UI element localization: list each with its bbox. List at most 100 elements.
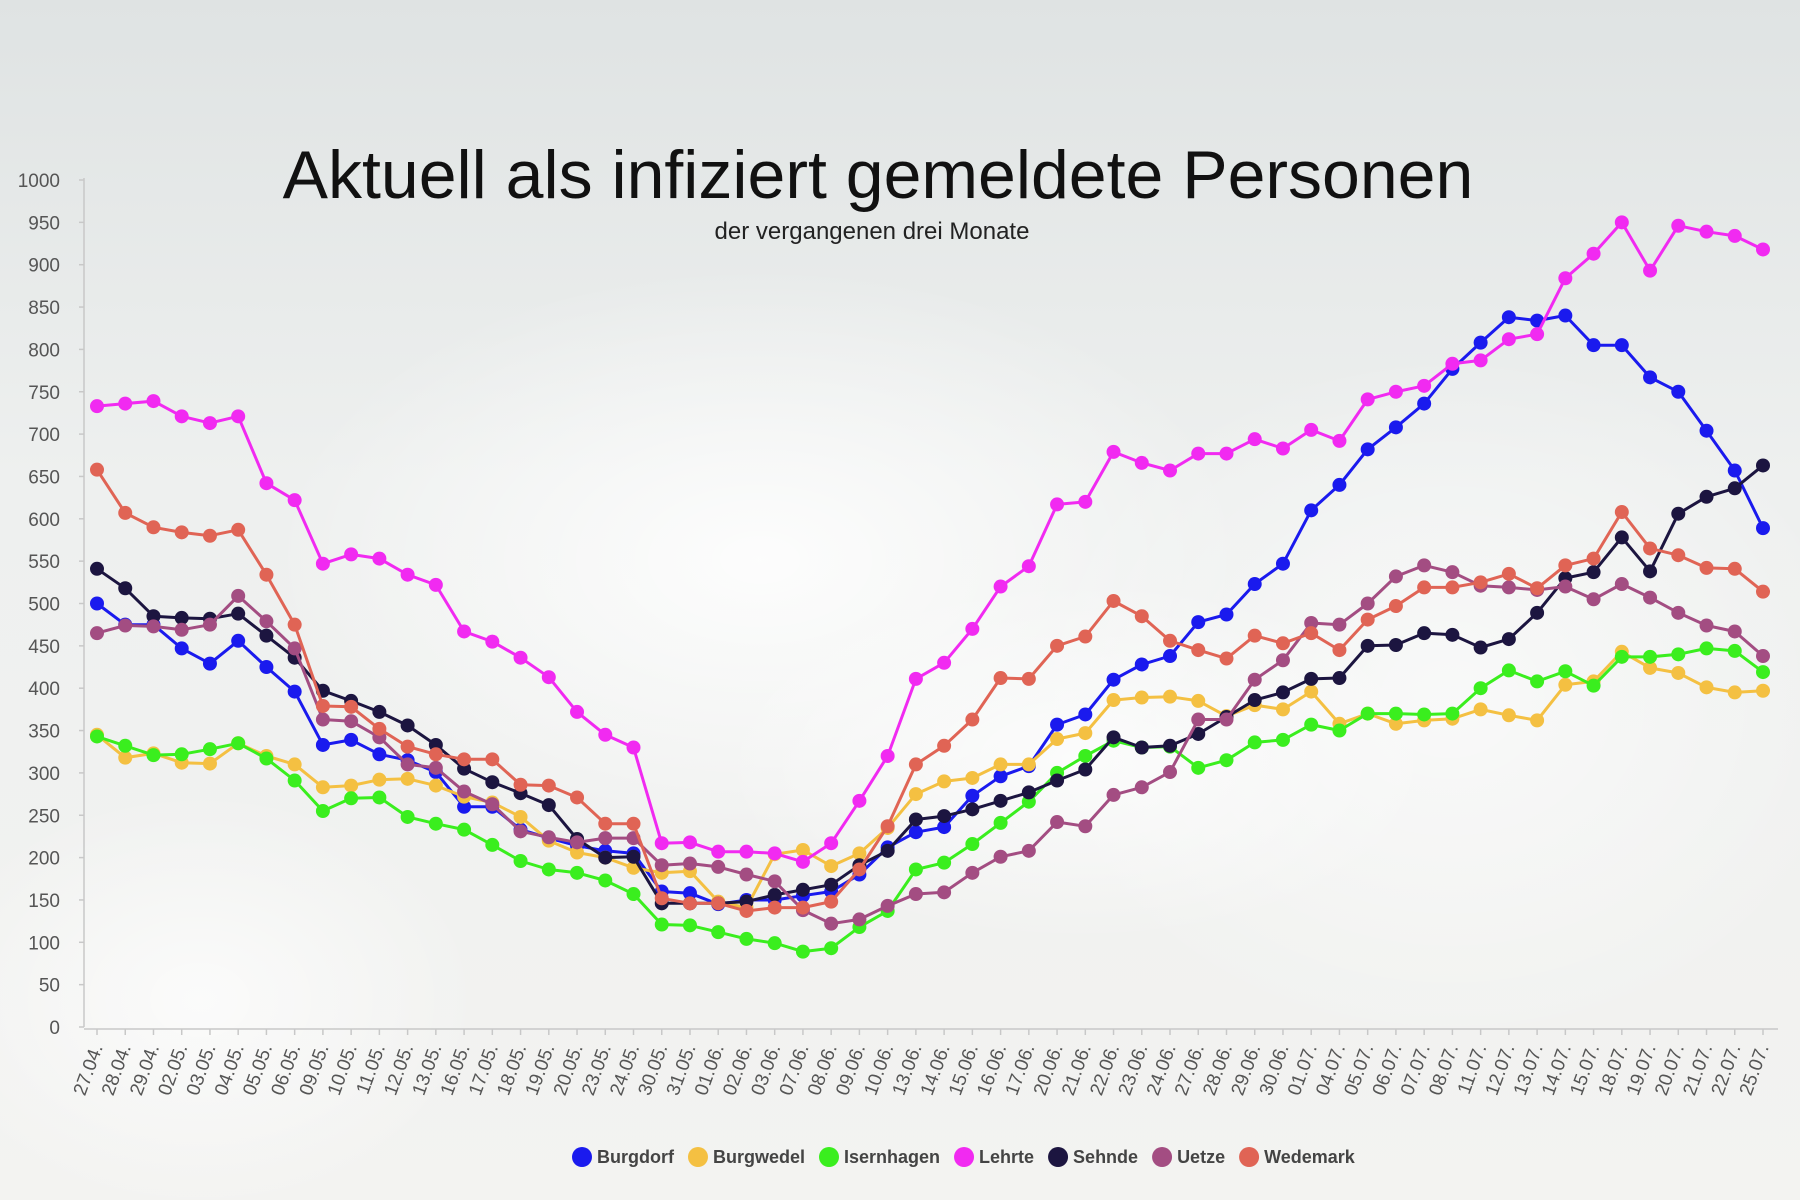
- data-point: [1021, 785, 1036, 800]
- data-point: [1275, 441, 1290, 456]
- data-point: [965, 788, 980, 803]
- data-point: [570, 790, 585, 805]
- y-tick-label: 250: [28, 806, 60, 827]
- data-point: [1360, 638, 1375, 653]
- data-point: [1050, 497, 1065, 512]
- data-point: [570, 845, 585, 860]
- data-point: [259, 751, 274, 766]
- data-point: [541, 830, 556, 845]
- data-point: [795, 854, 810, 869]
- data-point: [1558, 558, 1573, 573]
- data-point: [1473, 640, 1488, 655]
- data-point: [457, 624, 472, 639]
- legend-item-uetze: Uetze: [1152, 1147, 1225, 1167]
- data-point: [965, 770, 980, 785]
- data-point: [880, 843, 895, 858]
- data-point: [1530, 327, 1545, 342]
- data-point: [231, 606, 246, 621]
- legend-marker: [572, 1147, 592, 1167]
- data-point: [1191, 760, 1206, 775]
- data-point: [90, 462, 104, 477]
- data-point: [259, 567, 274, 582]
- legend-label: Uetze: [1177, 1147, 1225, 1167]
- series-lehrte: [90, 215, 1770, 869]
- data-point: [1247, 693, 1262, 708]
- data-point: [315, 698, 330, 713]
- data-point: [1050, 717, 1065, 732]
- data-point: [1614, 649, 1629, 664]
- data-point: [118, 750, 133, 765]
- data-point: [1558, 271, 1573, 286]
- data-point: [908, 812, 923, 827]
- data-point: [1643, 541, 1658, 556]
- data-point: [287, 641, 302, 656]
- data-point: [146, 748, 161, 763]
- data-point: [1275, 556, 1290, 571]
- data-point: [1191, 643, 1206, 658]
- data-point: [259, 476, 274, 491]
- data-point: [767, 936, 782, 951]
- legend-marker: [1048, 1147, 1069, 1167]
- data-point: [90, 596, 104, 611]
- data-point: [231, 409, 246, 424]
- data-point: [428, 778, 443, 793]
- data-point: [428, 577, 443, 592]
- data-point: [1558, 677, 1573, 692]
- legend-marker: [819, 1147, 839, 1167]
- legend: Burgdorf Burgwedel Isernhagen Lehrte Sehnde U…: [572, 1147, 1356, 1167]
- data-point: [1078, 707, 1093, 722]
- data-point: [795, 882, 810, 897]
- data-point: [174, 622, 189, 637]
- data-point: [118, 581, 133, 596]
- data-point: [1671, 506, 1686, 521]
- legend-label: Burgdorf: [597, 1147, 675, 1167]
- data-point: [824, 894, 839, 909]
- data-point: [908, 862, 923, 877]
- data-point: [1501, 632, 1516, 647]
- data-point: [626, 887, 641, 902]
- data-point: [485, 752, 500, 767]
- data-point: [1473, 335, 1488, 350]
- data-point: [1021, 559, 1036, 574]
- data-point: [1756, 683, 1770, 698]
- legend-marker: [954, 1147, 975, 1167]
- data-point: [1699, 224, 1714, 239]
- data-point: [1586, 678, 1601, 693]
- data-point: [654, 917, 669, 932]
- data-point: [400, 809, 415, 824]
- data-point: [993, 757, 1008, 772]
- data-point: [1756, 242, 1770, 257]
- data-point: [937, 774, 952, 789]
- y-tick-label: 600: [28, 510, 60, 531]
- data-point: [908, 787, 923, 802]
- data-point: [711, 896, 726, 911]
- data-point: [1643, 649, 1658, 664]
- data-point: [1219, 446, 1234, 461]
- data-point: [541, 862, 556, 877]
- data-point: [993, 671, 1008, 686]
- data-point: [202, 528, 217, 543]
- y-tick-label: 1000: [18, 171, 60, 192]
- data-point: [598, 850, 613, 865]
- data-point: [1417, 580, 1432, 595]
- y-tick-label: 200: [28, 849, 60, 870]
- data-point: [1360, 612, 1375, 627]
- data-point: [541, 778, 556, 793]
- data-point: [90, 626, 104, 641]
- data-point: [202, 742, 217, 757]
- data-point: [626, 816, 641, 831]
- y-tick-label: 500: [28, 595, 60, 616]
- data-point: [1275, 653, 1290, 668]
- data-point: [1671, 384, 1686, 399]
- data-point: [1332, 477, 1347, 492]
- data-point: [1501, 663, 1516, 678]
- data-point: [1558, 579, 1573, 594]
- data-point: [1304, 671, 1319, 686]
- data-point: [1756, 649, 1770, 664]
- y-tick-label: 650: [28, 467, 60, 488]
- data-point: [202, 617, 217, 632]
- data-point: [1501, 332, 1516, 347]
- y-axis: 0 50 100 150 200 250 300 350 400 450 500 550 600 650 7…: [18, 171, 85, 1039]
- data-point: [287, 773, 302, 788]
- data-point: [1304, 422, 1319, 437]
